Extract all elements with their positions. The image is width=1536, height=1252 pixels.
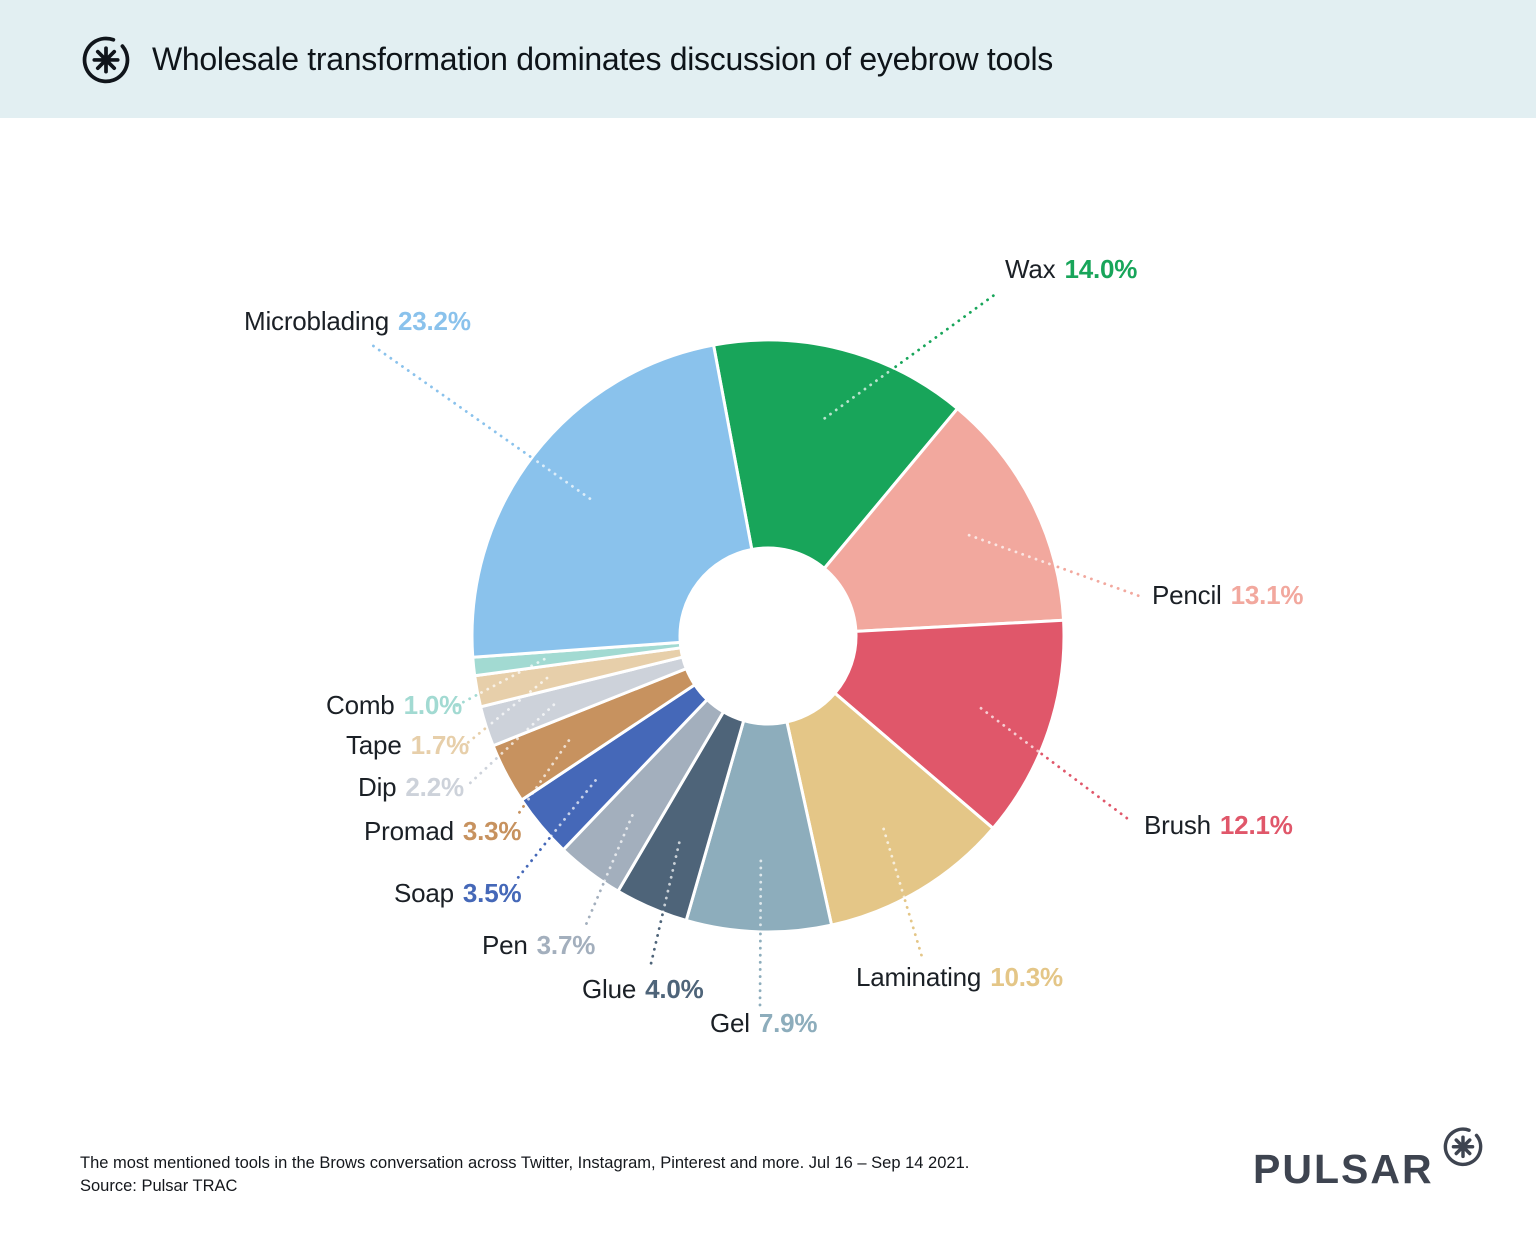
leader-line-promad <box>517 805 525 815</box>
slice-label-gel: Gel 7.9% <box>710 1008 818 1038</box>
pulsar-wordmark: PULSAR <box>1253 1146 1434 1192</box>
pie-slice-brush <box>833 618 1066 830</box>
pulsar-logo: PULSAR <box>1253 1127 1486 1192</box>
leader-line-laminating <box>903 899 924 959</box>
pie-slice-laminating <box>785 691 995 927</box>
leader-line-tape <box>463 727 487 747</box>
slice-name-soap: Soap <box>394 878 454 908</box>
slice-label-pencil: Pencil 13.1% <box>1152 580 1304 610</box>
slice-percent-tape: 1.7% <box>410 730 470 760</box>
slice-name-microblading: Microblading <box>244 306 390 336</box>
slice-label-dip: Dip 2.2% <box>358 773 464 801</box>
leader-line-brush <box>1040 752 1134 824</box>
slice-percent-pen: 3.7% <box>536 930 596 960</box>
slice-percent-dip: 2.2% <box>405 772 464 802</box>
slice-label-laminating: Laminating 10.3% <box>856 963 1063 991</box>
slice-label-comb: Comb 1.0% <box>326 691 462 719</box>
slice-label-soap: Soap 3.5% <box>394 878 522 908</box>
slice-name-pencil: Pencil <box>1152 580 1222 610</box>
slice-percent-glue: 4.0% <box>645 974 704 1004</box>
pie-slice-gel <box>684 719 834 934</box>
slice-percent-comb: 1.0% <box>403 690 463 720</box>
slice-label-tape: Tape 1.7% <box>346 731 469 759</box>
slice-label-brush: Brush 12.1% <box>1144 811 1293 839</box>
leader-line-dip <box>465 757 498 788</box>
leader-line-inner-microblading <box>528 455 592 501</box>
leader-line-inner-brush <box>979 706 1044 756</box>
slice-name-laminating: Laminating <box>856 962 982 992</box>
slice-percent-pencil: 13.1% <box>1230 580 1304 610</box>
leader-line-inner-pencil <box>967 533 1060 569</box>
leader-line-inner-dip <box>494 703 556 760</box>
slice-name-dip: Dip <box>358 772 397 802</box>
slice-label-pen: Pen 3.7% <box>482 931 595 959</box>
slice-label-glue: Glue 4.0% <box>582 975 704 1003</box>
leader-line-inner-promad <box>522 739 571 808</box>
leader-line-pen <box>583 882 605 929</box>
leader-line-soap <box>515 837 551 881</box>
pulsar-logo-icon <box>1443 1127 1482 1167</box>
leader-line-pencil <box>1056 565 1144 599</box>
slice-percent-laminating: 10.3% <box>990 962 1063 992</box>
caption-line-2: Source: Pulsar TRAC <box>80 1177 238 1196</box>
chart-caption: The most mentioned tools in the Brows co… <box>80 1152 969 1199</box>
leader-line-inner-tape <box>483 676 549 731</box>
brand-logo-icon <box>82 36 130 84</box>
slice-name-pen: Pen <box>482 930 528 960</box>
slice-name-tape: Tape <box>346 730 402 760</box>
slice-name-gel: Gel <box>710 1008 750 1038</box>
slice-percent-promad: 3.3% <box>462 816 522 846</box>
slice-percent-soap: 3.5% <box>462 878 522 908</box>
slice-label-wax: Wax 14.0% <box>1005 255 1137 283</box>
slice-name-brush: Brush <box>1144 810 1211 840</box>
pie-slice-wax <box>712 338 959 570</box>
leader-line-glue <box>648 913 664 970</box>
leader-line-inner-wax <box>823 365 898 420</box>
caption-line-1: The most mentioned tools in the Brows co… <box>80 1154 970 1172</box>
leader-line-wax <box>894 291 999 369</box>
page-title: Wholesale transformation dominates discu… <box>152 40 1053 77</box>
slice-name-wax: Wax <box>1005 254 1056 284</box>
slice-name-promad: Promad <box>364 816 454 846</box>
slice-percent-microblading: 23.2% <box>398 306 471 336</box>
slice-label-promad: Promad 3.3% <box>364 816 522 846</box>
slice-percent-wax: 14.0% <box>1064 254 1138 284</box>
pie-slice-microblading <box>470 343 754 659</box>
leader-line-microblading <box>370 343 532 458</box>
slice-percent-gel: 7.9% <box>758 1008 818 1038</box>
slice-label-microblading: Microblading 23.2% <box>244 307 471 335</box>
slice-name-glue: Glue <box>582 974 637 1004</box>
leader-line-inner-glue <box>661 841 681 917</box>
app-header: Wholesale transformation dominates discu… <box>0 0 1536 118</box>
slice-percent-brush: 12.1% <box>1219 810 1293 840</box>
pie-slice-pencil <box>822 407 1066 633</box>
slice-name-comb: Comb <box>326 690 395 720</box>
leader-line-inner-comb <box>474 657 546 697</box>
